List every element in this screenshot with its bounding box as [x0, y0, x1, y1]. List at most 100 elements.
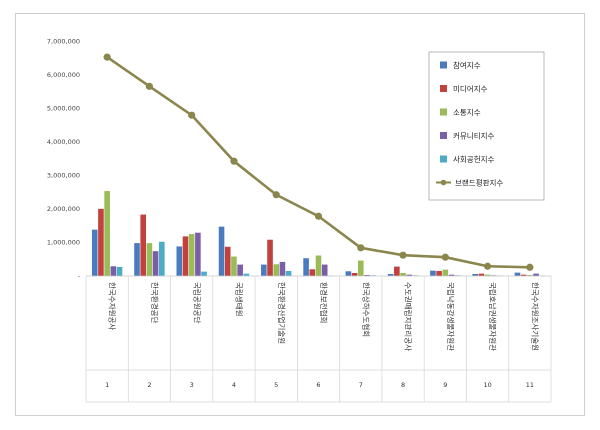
y-tick-label: 2,000,000 [47, 205, 80, 213]
bar [351, 272, 358, 276]
bar [201, 271, 207, 276]
bar [261, 264, 267, 276]
category-number: 5 [274, 381, 278, 389]
bar [364, 274, 370, 276]
y-tick-label: 3,000,000 [47, 172, 80, 180]
bar [357, 260, 364, 276]
bar [152, 251, 159, 276]
y-tick-label: - [78, 272, 81, 280]
bar [303, 258, 309, 276]
bar [430, 270, 436, 276]
line-point [188, 111, 196, 119]
line-point [272, 191, 280, 199]
bar [345, 271, 352, 276]
bar [188, 234, 195, 276]
bar [520, 274, 527, 276]
y-tick-label: 6,000,000 [47, 71, 80, 79]
category-label: 국립공원공단 [192, 282, 202, 323]
bar [146, 243, 153, 276]
y-tick-label: 4,000,000 [47, 138, 80, 146]
bar [176, 246, 183, 276]
category-number: 9 [443, 381, 447, 389]
legend-swatch [440, 155, 447, 163]
y-tick-label: 1,000,000 [47, 239, 80, 247]
bar [218, 226, 225, 276]
bar [514, 272, 521, 276]
bar [285, 270, 292, 276]
line-point [399, 251, 407, 259]
category-number: 2 [147, 381, 151, 389]
line-point [441, 253, 449, 261]
bar [406, 274, 413, 276]
category-number: 3 [190, 381, 194, 389]
bar [237, 264, 243, 276]
category-number: 1 [105, 381, 109, 389]
category-label: 한국수자원공사 [108, 282, 117, 330]
legend-line-marker [440, 179, 447, 186]
bar [321, 264, 328, 276]
bar-series [91, 191, 546, 277]
legend-box [428, 51, 545, 201]
bar [436, 270, 442, 276]
line-point [103, 53, 111, 61]
bar [243, 273, 250, 276]
line-point [357, 244, 365, 252]
legend-swatch [440, 108, 447, 116]
bar [116, 266, 123, 276]
category-label: 수도권매립지관리공사 [404, 282, 414, 351]
bar [387, 273, 394, 276]
bar [448, 274, 455, 276]
line-point [145, 82, 154, 90]
bar [231, 256, 237, 276]
line-point [526, 263, 534, 271]
bar [134, 243, 140, 276]
category-number: 6 [316, 381, 320, 389]
bar [104, 191, 110, 276]
bar [484, 274, 491, 276]
bar [394, 266, 400, 276]
bar [472, 273, 478, 276]
bar [273, 264, 280, 276]
y-tick-label: 7,000,000 [47, 37, 80, 45]
line-series [103, 53, 534, 271]
category-label: 한국환경산업기술원 [277, 282, 287, 344]
category-label: 한국수자원조사기술원 [530, 282, 539, 351]
bar [315, 255, 322, 276]
line-point [483, 262, 492, 270]
y-axis: - 1,000,000 2,000,000 3,000,000 4,000,000 5,0… [47, 37, 81, 280]
category-label: 국립생태원 [235, 282, 245, 317]
bar [98, 208, 104, 276]
line-point [314, 212, 323, 220]
category-number: 8 [401, 381, 405, 389]
chart-frame: - 1,000,000 2,000,000 3,000,000 4,000,000 5,0… [15, 13, 585, 416]
bar [110, 266, 117, 276]
bar [140, 214, 147, 276]
category-number: 4 [232, 381, 236, 389]
category-number: 10 [483, 381, 491, 389]
bar [309, 269, 316, 276]
category-number: 7 [359, 381, 363, 389]
bar [527, 274, 533, 276]
legend-label: 브랜드평판지수 [455, 178, 503, 188]
bar [159, 241, 165, 276]
line-point [230, 157, 238, 165]
category-label: 국립낙동강생물자원관 [446, 282, 456, 351]
legend-swatch [440, 61, 447, 69]
category-label: 한국환경공단 [150, 282, 160, 323]
y-tick-label: 5,000,000 [47, 104, 80, 112]
bar [182, 236, 189, 276]
category-label: 환경보전협회 [319, 282, 329, 323]
legend-swatch [440, 132, 447, 139]
legend-label: 참여지수 [453, 60, 481, 70]
x-axis: 한국수자원공사 1 한국환경공단 2 국립공원공단 3 국립생태원 4 한국환경산업기술원 5 환경… [85, 275, 552, 403]
legend-swatch [440, 85, 447, 92]
bar [400, 272, 406, 276]
legend-label: 미디어지수 [453, 84, 488, 94]
bar [91, 229, 98, 276]
bar [224, 246, 231, 276]
bar [533, 273, 539, 276]
category-label: 국립호남권생물자원관 [488, 282, 498, 351]
legend-label: 사회공헌지수 [453, 155, 494, 164]
bar [195, 232, 201, 276]
